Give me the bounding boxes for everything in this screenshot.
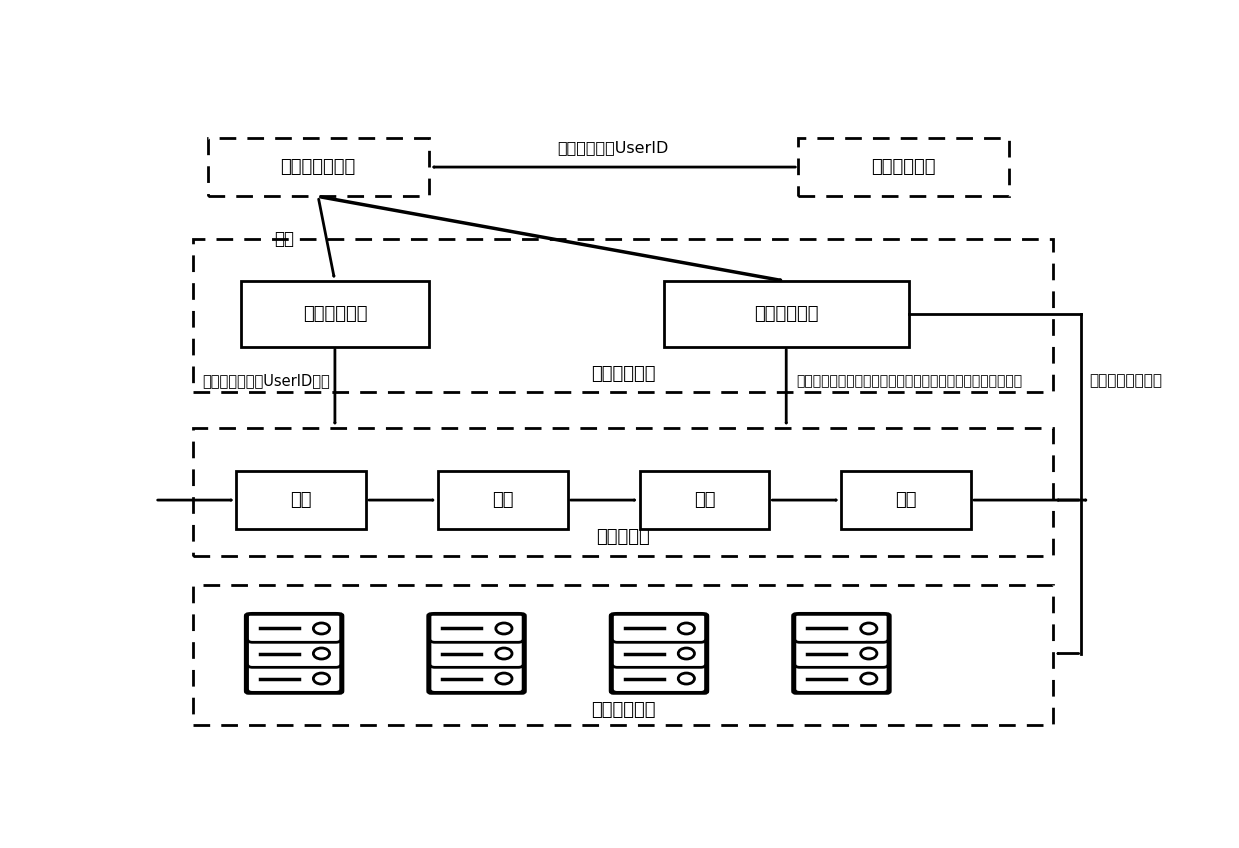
Bar	[193, 585, 1053, 725]
FancyBboxPatch shape	[795, 613, 888, 642]
Text: 数字作品信息、版权信息、版权登记信息、版权交易信息上链: 数字作品信息、版权信息、版权登记信息、版权交易信息上链	[795, 374, 1022, 388]
Bar	[664, 282, 908, 347]
Bar	[639, 471, 769, 529]
Bar	[798, 137, 1010, 197]
FancyBboxPatch shape	[430, 639, 523, 667]
Text: 注册成功用户的UserID上链: 注册成功用户的UserID上链	[202, 373, 330, 388]
Text: 文件存储系统: 文件存储系统	[591, 700, 655, 719]
Text: 区块链系统: 区块链系统	[596, 527, 650, 546]
FancyBboxPatch shape	[795, 663, 888, 692]
FancyBboxPatch shape	[612, 613, 705, 642]
Text: 区块: 区块	[291, 491, 312, 509]
Text: 注册: 注册	[274, 230, 294, 248]
Text: 资产管理模块: 资产管理模块	[755, 305, 819, 323]
Bar	[193, 428, 1053, 555]
FancyBboxPatch shape	[248, 639, 341, 667]
Text: 账户生成工具: 账户生成工具	[871, 158, 937, 176]
FancyBboxPatch shape	[430, 613, 523, 642]
Bar	[208, 137, 429, 197]
FancyBboxPatch shape	[248, 663, 341, 692]
Bar	[237, 471, 367, 529]
Text: 存储数字作品文件: 存储数字作品文件	[1089, 373, 1162, 388]
Bar	[439, 471, 567, 529]
FancyBboxPatch shape	[612, 639, 705, 667]
FancyBboxPatch shape	[612, 663, 705, 692]
Text: 用户管理模块: 用户管理模块	[302, 305, 367, 323]
Text: 区块: 区块	[694, 491, 715, 509]
Text: 版权业务系统: 版权业务系统	[591, 365, 655, 382]
FancyBboxPatch shape	[248, 613, 341, 642]
Text: 区块: 区块	[896, 491, 917, 509]
Text: 区块: 区块	[492, 491, 514, 509]
Text: 公鑰、私鑰、UserID: 公鑰、私鑰、UserID	[558, 140, 669, 155]
Bar	[193, 239, 1053, 393]
FancyBboxPatch shape	[795, 639, 888, 667]
FancyBboxPatch shape	[430, 663, 523, 692]
Bar	[242, 282, 429, 347]
Text: 版权管理客户端: 版权管理客户端	[280, 158, 356, 176]
Bar	[841, 471, 971, 529]
